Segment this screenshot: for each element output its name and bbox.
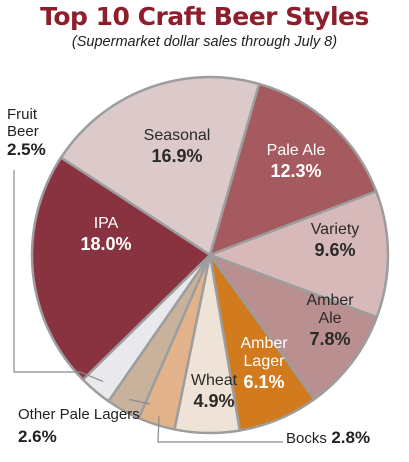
chart-title: Top 10 Craft Beer Styles	[40, 2, 369, 31]
label-other-pale-lagers-name: Other Pale Lagers	[18, 406, 140, 423]
label-bocks-value: 2.8%	[331, 428, 371, 447]
leader-fruit-beer	[13, 170, 104, 383]
slice-label-amber-ale-value: 7.8%	[309, 329, 350, 349]
slice-label-wheat-name: Wheat	[191, 372, 238, 389]
label-other-pale-lagers-value: 2.6%	[18, 427, 57, 446]
leader-lines	[13, 170, 283, 443]
label-fruit-beer-name-1: Fruit	[7, 106, 37, 123]
slice-label-variety-name: Variety	[311, 221, 360, 238]
label-bocks-name: Bocks	[286, 430, 327, 447]
pie-slice-variety	[208, 190, 390, 319]
label-fruit-beer: Fruit Beer 2.5%	[7, 106, 46, 160]
slice-label-amber-ale-name: Ale	[318, 310, 341, 327]
pie-slice-seasonal	[59, 75, 261, 257]
leader-other-pale-lagers	[129, 398, 151, 405]
slice-label-seasonal-name: Seasonal	[144, 127, 211, 144]
slice-label-ipa-name: IPA	[94, 215, 119, 232]
slice-labels: Seasonal 16.9% Pale Ale 12.3% Variety 9.6% Amb…	[80, 127, 359, 411]
label-fruit-beer-name-2: Beer	[7, 123, 39, 140]
slice-label-wheat-value: 4.9%	[193, 391, 234, 411]
label-bocks: Bocks 2.8%	[286, 428, 370, 448]
slice-label-pale-ale-name: Pale Ale	[267, 142, 326, 159]
slice-label-ipa-value: 18.0%	[80, 234, 131, 254]
slice-label-amber-lager-name: Amber	[240, 335, 288, 352]
slice-label-seasonal-value: 16.9%	[151, 146, 202, 166]
pie-slice-pale-ale	[208, 82, 378, 257]
slice-label-amber-lager-value: 6.1%	[243, 372, 284, 392]
pie-slice-amber-ale	[208, 253, 379, 401]
slice-label-amber-ale-name: Amber	[306, 292, 354, 309]
slice-label-variety-value: 9.6%	[314, 240, 355, 260]
slice-label-amber-lager-name: Lager	[244, 353, 286, 370]
pie-slices	[30, 75, 390, 435]
slice-label-pale-ale-value: 12.3%	[270, 161, 321, 181]
leader-bocks	[157, 416, 283, 443]
label-other-pale-lagers: Other Pale Lagers 2.6%	[18, 406, 140, 447]
pie-slice-ipa	[30, 156, 212, 381]
label-fruit-beer-value: 2.5%	[7, 140, 46, 159]
chart-subtitle: (Supermarket dollar sales through July 8…	[71, 34, 338, 50]
